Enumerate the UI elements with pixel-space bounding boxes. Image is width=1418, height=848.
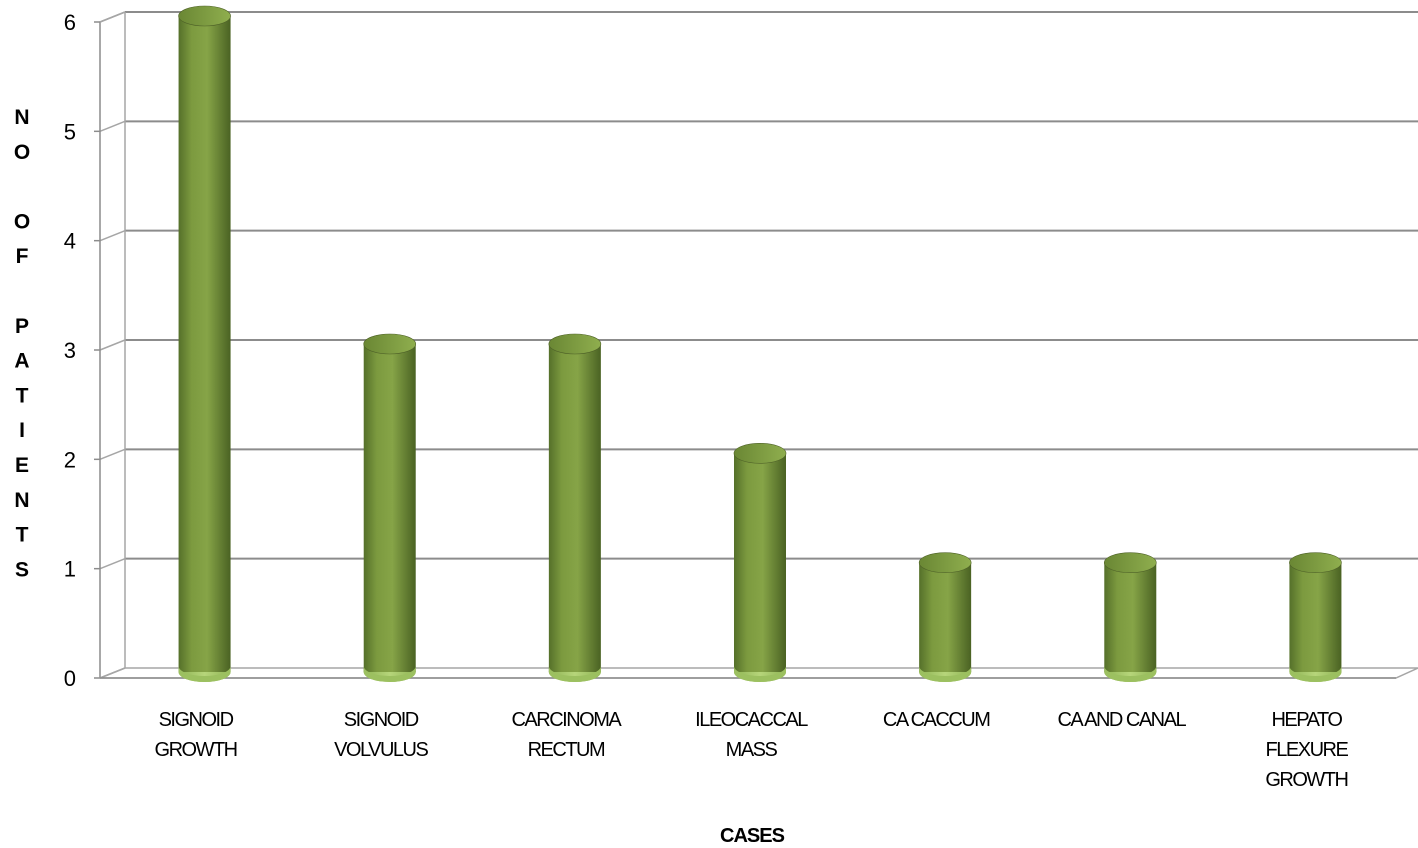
- y-tick-label: 4: [64, 229, 76, 254]
- bar: [733, 443, 787, 682]
- bar-top: [363, 333, 417, 355]
- y-tick-label: 1: [64, 557, 76, 582]
- x-tick-label: CARCINOMA RECTUM: [511, 709, 622, 761]
- side-gridline: [99, 229, 126, 242]
- y-tick-label: 6: [64, 10, 76, 35]
- y-axis-label-letter: N: [14, 106, 29, 129]
- bar-body: [363, 344, 416, 672]
- bar: [363, 333, 417, 683]
- bar-body: [919, 562, 972, 672]
- bar-top: [548, 333, 602, 355]
- y-axis-label-letter: I: [19, 419, 25, 442]
- side-gridline: [99, 557, 126, 570]
- y-axis-label-letter: F: [16, 245, 29, 268]
- x-tick-label: CA AND CANAL: [1057, 709, 1186, 731]
- bar-top: [178, 5, 231, 27]
- bar-body: [548, 344, 601, 672]
- bar-top: [1289, 552, 1342, 573]
- y-axis-label-letter: A: [14, 350, 29, 373]
- x-tick-label: HEPATO FLEXURE GROWTH: [1265, 709, 1348, 791]
- bar: [918, 552, 972, 683]
- bar-base-rim: [548, 666, 601, 683]
- bar-body: [178, 16, 231, 672]
- y-axis-label-letter: S: [15, 558, 29, 581]
- y-tick-label: 5: [64, 119, 76, 144]
- x-tick-label: CA CACCUM: [883, 709, 990, 731]
- bar-body: [734, 453, 786, 672]
- bar: [1103, 552, 1157, 683]
- bars: [178, 5, 1342, 683]
- bar-base-rim: [919, 666, 972, 683]
- y-tick-label: 0: [64, 666, 76, 691]
- bar-base-rim: [1289, 666, 1342, 683]
- side-wall-top-edge: [99, 11, 126, 23]
- bar-base-rim: [178, 666, 231, 683]
- bar-body: [1104, 562, 1157, 672]
- x-tick-label: ILEOCACCAL MASS: [695, 709, 808, 761]
- x-axis-label: CASES: [720, 825, 785, 847]
- x-tick-label: SIGNOID GROWTH: [155, 709, 237, 761]
- y-tick-label: 3: [64, 338, 76, 363]
- bar-top: [1103, 552, 1157, 573]
- side-gridline: [99, 448, 126, 461]
- x-tick-labels: SIGNOID GROWTH SIGNOID VOLVULUS CARCINOMA REC…: [155, 709, 1350, 791]
- bar-base-rim: [734, 666, 786, 682]
- y-axis-label-letter: E: [15, 454, 29, 477]
- bar-top: [918, 552, 972, 573]
- y-axis-label-letter: T: [16, 384, 29, 407]
- side-gridline: [99, 339, 126, 351]
- bar: [548, 333, 602, 683]
- bar-top: [733, 443, 787, 464]
- side-gridline: [99, 120, 126, 133]
- y-axis-label-letter: T: [16, 524, 29, 547]
- y-tick-label: 2: [64, 447, 76, 472]
- bar: [178, 5, 231, 683]
- y-axis-label-letter: O: [14, 210, 30, 233]
- y-axis-label-letter: O: [14, 141, 30, 164]
- bar-base-rim: [363, 666, 416, 683]
- bar-base-rim: [1104, 666, 1157, 683]
- x-tick-label: SIGNOID VOLVULUS: [334, 709, 428, 761]
- y-tick-labels: 0 1 2 3 4 5 6: [64, 10, 76, 691]
- y-axis-label-letter: N: [14, 489, 29, 512]
- bar: [1289, 552, 1342, 683]
- bar-body: [1289, 562, 1342, 672]
- y-axis-label-letter: P: [15, 315, 29, 338]
